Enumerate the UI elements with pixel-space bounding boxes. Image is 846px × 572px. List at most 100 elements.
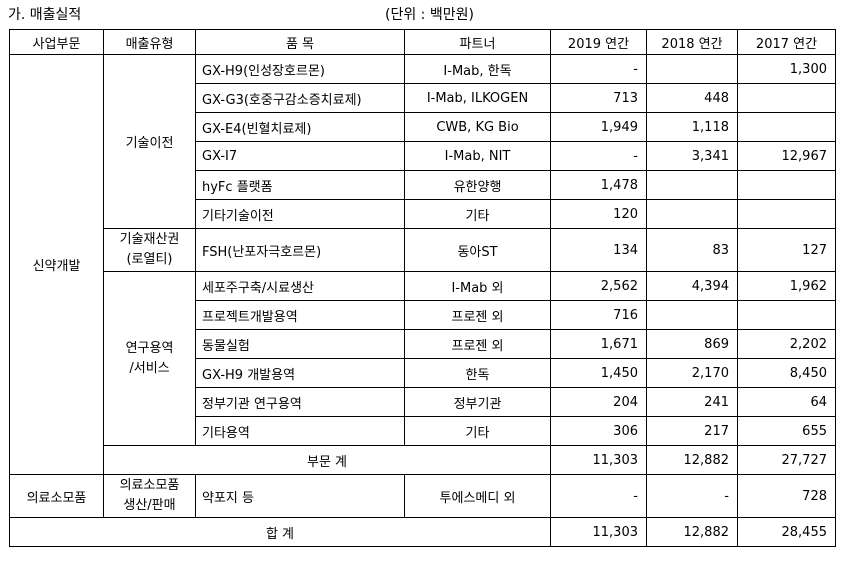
value-2019: 1,671 [550,329,647,359]
value-2018 [646,199,738,229]
value-2017 [737,170,836,200]
value-2019: 134 [550,228,647,272]
partner-cell: I-Mab, NIT [404,141,551,171]
table-row: 동물실험 프로젠 외 1,671 869 2,202 [10,329,836,359]
type-royalty-line1: 기술재산권 [119,232,180,247]
value-2017 [737,199,836,229]
value-2019: 1,450 [550,358,647,388]
table-row: hyFc 플랫폼 유한양행 1,478 [10,170,836,200]
table-row: GX-I7 I-Mab, NIT - 3,341 12,967 [10,141,836,171]
value-2019: 2,562 [550,271,647,301]
value-2019: 716 [550,300,647,330]
value-2019: 306 [550,416,647,446]
value-2019: 204 [550,387,647,417]
table-row: 정부기관 연구용역 정부기관 204 241 64 [10,387,836,417]
type-royalty-line2: (로열티) [126,252,173,267]
subtotal-2019: 11,303 [550,445,647,475]
medical-row: 의료소모품 의료소모품 생산/판매 약포지 등 투에스메디 외 - - 728 [9,474,836,518]
value-2018: 241 [646,387,738,417]
value-2017: 2,202 [737,329,836,359]
type-medical-line2: 생산/판매 [123,498,176,513]
header-2017: 2017 연간 [737,29,836,55]
table-row: GX-G3(호중구감소증치료제) I-Mab, ILKOGEN 713 448 [10,83,836,113]
table-row: 기술재산권 (로열티) FSH(난포자극호르몬) 동아ST 134 83 127 [10,228,836,272]
partner-cell: 정부기관 [404,387,551,417]
subtotal-2017: 27,727 [737,445,836,475]
value-2018: 2,170 [646,358,738,388]
value-2018: - [646,474,738,518]
type-medical-line1: 의료소모품 [119,478,180,493]
value-2017: 1,300 [737,54,836,84]
partner-cell: 한독 [404,358,551,388]
value-2017: 64 [737,387,836,417]
value-2019: 120 [550,199,647,229]
value-2019: - [550,141,647,171]
item-cell: 동물실험 [195,329,405,359]
type-service: 연구용역 /서비스 [103,271,196,446]
value-2019: 1,478 [550,170,647,200]
value-2017 [737,112,836,142]
partner-cell: I-Mab 외 [404,271,551,301]
value-2017 [737,83,836,113]
item-cell: 기타용역 [195,416,405,446]
value-2018 [646,300,738,330]
total-2019: 11,303 [550,517,647,547]
header-2018: 2018 연간 [646,29,738,55]
partner-cell: CWB, KG Bio [404,112,551,142]
value-2018: 3,341 [646,141,738,171]
value-2019: 1,949 [550,112,647,142]
total-label: 합 계 [9,517,551,547]
item-cell: GX-H9 개발용역 [195,358,405,388]
header-type: 매출유형 [103,29,196,55]
segment-drug: 신약개발 [9,54,104,475]
item-cell: 프로젝트개발용역 [195,300,405,330]
item-cell: GX-H9(인성장호르몬) [195,54,405,84]
segment-medical: 의료소모품 [9,474,104,518]
total-2018: 12,882 [646,517,738,547]
partner-cell: 프로젠 외 [404,300,551,330]
item-cell: GX-I7 [195,141,405,171]
type-tech-transfer: 기술이전 [103,54,196,229]
value-2017: 655 [737,416,836,446]
unit-label: (단위 : 백만원) [385,7,474,23]
partner-cell: 기타 [404,416,551,446]
item-cell: GX-G3(호중구감소증치료제) [195,83,405,113]
header-row: 사업부문 매출유형 품 목 파트너 2019 연간 2018 연간 2017 연… [9,29,836,55]
partner-cell: I-Mab, 한독 [404,54,551,84]
header-segment: 사업부문 [9,29,104,55]
type-service-line1: 연구용역 [125,340,174,356]
item-cell: FSH(난포자극호르몬) [195,228,405,272]
sales-table: 사업부문 매출유형 품 목 파트너 2019 연간 2018 연간 2017 연… [9,29,836,547]
type-medical: 의료소모품 생산/판매 [103,474,196,518]
value-2017 [737,300,836,330]
header-item: 품 목 [195,29,405,55]
value-2018: 217 [646,416,738,446]
value-2017: 8,450 [737,358,836,388]
value-2019: - [550,54,647,84]
value-2018: 4,394 [646,271,738,301]
table-row: 신약개발 기술이전 GX-H9(인성장호르몬) I-Mab, 한독 - 1,30… [9,54,836,475]
value-2019: 713 [550,83,647,113]
header-partner: 파트너 [404,29,551,55]
item-cell: 기타기술이전 [195,199,405,229]
total-row: 합 계 11,303 12,882 28,455 [9,517,836,547]
partner-cell: 투에스메디 외 [404,474,551,518]
value-2018: 448 [646,83,738,113]
type-service-line2: /서비스 [129,360,170,376]
table-row: 기타기술이전 기타 120 [10,199,836,229]
value-2018 [646,54,738,84]
partner-cell: I-Mab, ILKOGEN [404,83,551,113]
table-row: GX-E4(빈혈치료제) CWB, KG Bio 1,949 1,118 [10,112,836,142]
value-2017: 728 [737,474,836,518]
header-2019: 2019 연간 [550,29,647,55]
subtotal-row: 부문 계 11,303 12,882 27,727 [10,445,836,475]
value-2019: - [550,474,647,518]
section-title: 가. 매출실적 [8,7,82,23]
total-2017: 28,455 [737,517,836,547]
partner-cell: 프로젠 외 [404,329,551,359]
item-cell: GX-E4(빈혈치료제) [195,112,405,142]
value-2017: 12,967 [737,141,836,171]
value-2018: 83 [646,228,738,272]
table-row: GX-H9 개발용역 한독 1,450 2,170 8,450 [10,358,836,388]
value-2018: 1,118 [646,112,738,142]
